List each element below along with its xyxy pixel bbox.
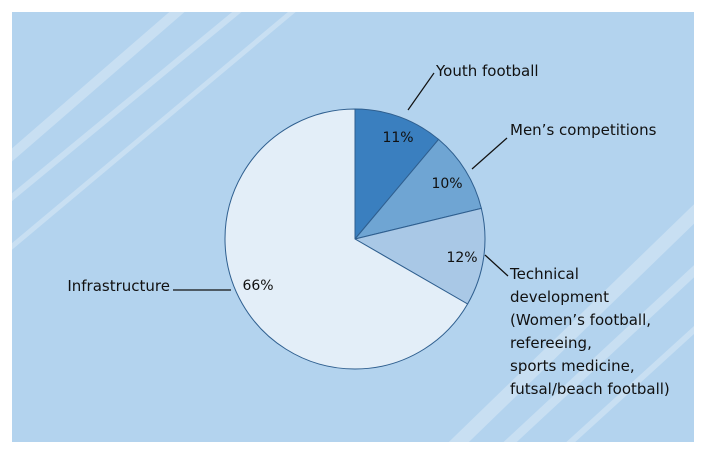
slice-label-infrastructure: Infrastructure [67,277,170,295]
slice-percent-mens: 10% [431,176,462,192]
leader-line-mens [471,137,508,170]
slice-label-technical-line: Technical [509,265,579,283]
decorative-stripe [566,325,694,442]
slice-label-technical-line: refereeing, [510,334,592,352]
slice-label-technical-line: (Women’s football, [510,311,651,329]
decorative-stripe [12,12,185,162]
decorative-stripe [12,12,296,250]
decorative-stripe [12,12,242,202]
slice-percent-infrastructure: 66% [242,278,273,294]
pie-slice-mens [353,138,482,240]
slice-label-technical-line: sports medicine, [510,357,635,375]
leader-lines [173,72,509,291]
slice-label-youth: Youth football [435,62,539,80]
slice-label-technical-line: development [510,288,609,306]
decorative-stripe [503,265,694,442]
pie-slice-technical [353,207,486,305]
pie-slice-infrastructure [224,108,469,370]
slice-percent-technical: 12% [446,250,477,266]
slice-label-mens: Men’s competitions [510,121,657,139]
pie-slices [224,108,486,370]
leader-line-youth [407,72,435,111]
pie-slice-youth [354,108,440,241]
decorative-stripe [448,204,694,442]
slice-label-technical: Technical development (Women’s football,… [509,265,670,398]
leader-line-technical [484,254,509,277]
slice-label-technical-line: futsal/beach football) [510,380,670,398]
slice-percent-youth: 11% [382,130,413,146]
